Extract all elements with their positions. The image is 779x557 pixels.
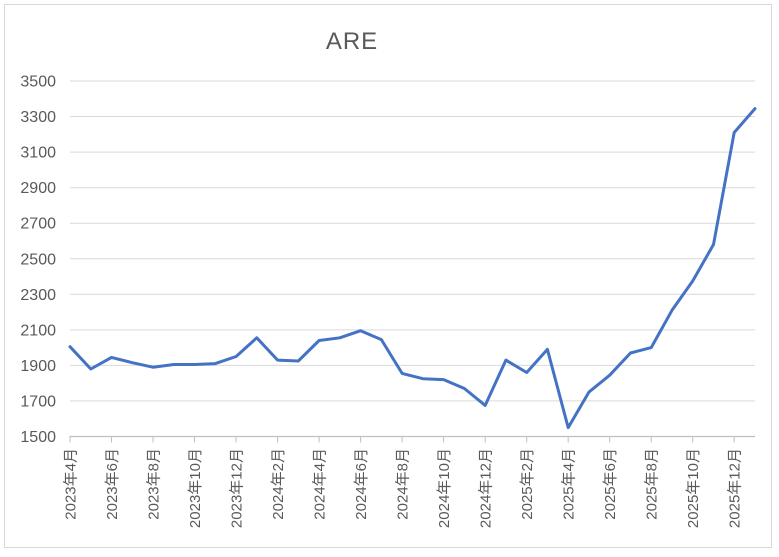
y-axis-label: 3300: [20, 109, 56, 126]
x-axis-label: 2025年2月: [519, 448, 536, 520]
y-axis-label: 2300: [20, 287, 56, 304]
x-axis-label: 2023年6月: [104, 448, 121, 520]
chart-frame: [4, 4, 772, 548]
y-axis-label: 2100: [20, 322, 56, 339]
y-axis-label: 1700: [20, 393, 56, 410]
x-axis-label: 2023年4月: [63, 448, 80, 520]
x-axis-label: 2024年12月: [478, 448, 495, 528]
data-series-line: [68, 107, 757, 430]
y-axis-label: 2500: [20, 251, 56, 268]
x-axis-label: 2024年6月: [353, 448, 370, 520]
y-axis-label: 3100: [20, 145, 56, 162]
y-axis-label: 2900: [20, 180, 56, 197]
x-axis-label: 2024年10月: [436, 448, 453, 528]
x-axis-label: 2024年2月: [270, 448, 287, 520]
y-axis-label: 1900: [20, 358, 56, 375]
x-axis-label: 2025年8月: [644, 448, 661, 520]
x-axis-label: 2025年4月: [561, 448, 578, 520]
x-axis-label: 2025年6月: [602, 448, 619, 520]
x-axis-label: 2023年10月: [187, 448, 204, 528]
y-axis-label: 2700: [20, 216, 56, 233]
x-axis-label: 2024年4月: [312, 448, 329, 520]
chart-title: ARE: [325, 28, 379, 55]
x-axis-label: 2025年12月: [727, 448, 744, 528]
x-axis-label: 2023年8月: [146, 448, 163, 520]
x-axis-label: 2023年12月: [229, 448, 246, 528]
y-axis-label: 1500: [20, 429, 56, 446]
y-axis-label: 3500: [20, 74, 56, 91]
x-axis-label: 2025年10月: [685, 448, 702, 528]
x-axis-label: 2024年8月: [395, 448, 412, 520]
